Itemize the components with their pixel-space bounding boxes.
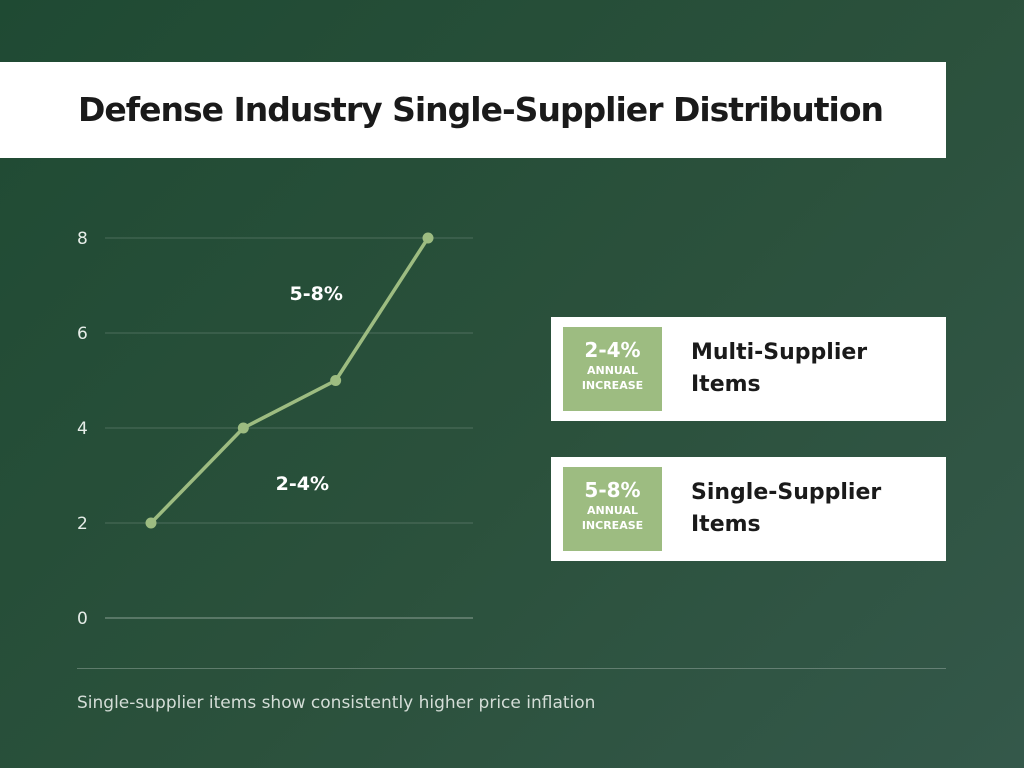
multi-supplier-badge-percent: 2-4%	[584, 338, 641, 362]
multi-supplier-badge-caption: ANNUAL INCREASE	[581, 364, 644, 392]
multi-supplier-card: 2-4% ANNUAL INCREASE Multi-Supplier Item…	[551, 317, 946, 421]
series-line	[149, 236, 430, 525]
y-tick-label: 8	[77, 229, 88, 249]
single-supplier-badge: 5-8% ANNUAL INCREASE	[563, 467, 662, 551]
data-point	[237, 422, 249, 434]
data-point	[145, 517, 157, 529]
data-point	[330, 375, 342, 386]
y-tick-label: 2	[77, 514, 88, 534]
chart-annotation: 2-4%	[276, 473, 329, 495]
data-point	[422, 232, 434, 244]
y-tick-label: 6	[77, 324, 88, 344]
single-supplier-badge-percent: 5-8%	[584, 478, 641, 502]
single-supplier-badge-caption: ANNUAL INCREASE	[581, 504, 644, 532]
multi-supplier-badge: 2-4% ANNUAL INCREASE	[563, 327, 662, 411]
y-tick-label: 0	[77, 609, 88, 629]
footnote: Single-supplier items show consistently …	[77, 693, 596, 713]
chart-annotation: 5-8%	[290, 283, 343, 305]
single-supplier-card: 5-8% ANNUAL INCREASE Single-Supplier Ite…	[551, 457, 946, 561]
y-tick-label: 4	[77, 419, 88, 439]
single-supplier-label: Single-Supplier Items	[691, 480, 882, 537]
page-title: Defense Industry Single-Supplier Distrib…	[78, 90, 884, 129]
title-bar: Defense Industry Single-Supplier Distrib…	[0, 62, 946, 158]
multi-supplier-label: Multi-Supplier Items	[691, 340, 868, 397]
footer-divider	[77, 668, 946, 669]
